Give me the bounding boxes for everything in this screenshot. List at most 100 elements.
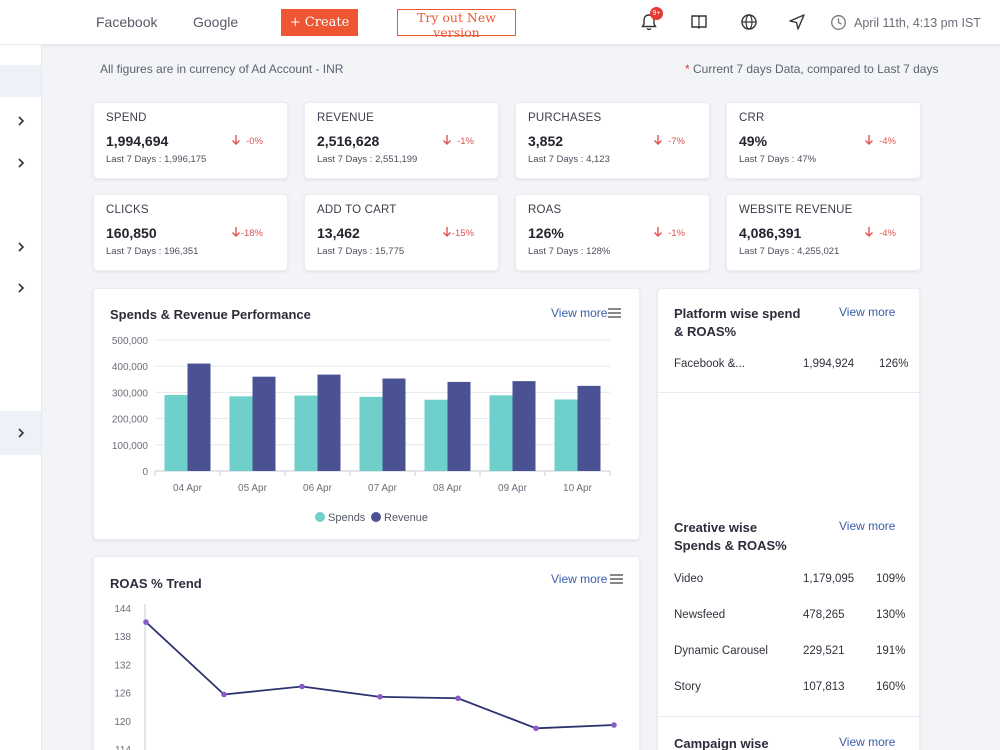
period-note-text: Current 7 days Data, compared to Last 7 …	[693, 62, 939, 76]
x-tick-label: 06 Apr	[303, 483, 333, 494]
x-tick-label: 10 Apr	[563, 483, 593, 494]
try-new-version-button[interactable]: Try out New version	[397, 9, 516, 40]
platform-roas: 126%	[879, 358, 909, 370]
roas-point[interactable]	[533, 725, 539, 732]
y-tick-label: 120	[114, 717, 131, 728]
roas-point[interactable]	[611, 722, 617, 728]
bar-spends[interactable]	[294, 395, 318, 471]
bar-spends[interactable]	[554, 399, 578, 471]
book-icon[interactable]	[689, 12, 709, 32]
y-tick-label: 138	[114, 632, 131, 643]
x-tick-label: 07 Apr	[368, 483, 398, 494]
bar-spends[interactable]	[424, 399, 448, 471]
y-tick-label: 400,000	[112, 362, 149, 373]
chevron-right-icon	[17, 283, 24, 293]
kpi-previous: Last 7 Days : 15,775	[317, 246, 405, 257]
sidebar-item-5[interactable]	[0, 411, 41, 455]
y-tick-label: 132	[114, 660, 131, 671]
sidebar-item-1[interactable]	[0, 105, 41, 137]
bar-revenue[interactable]	[187, 363, 211, 471]
bar-revenue[interactable]	[317, 374, 341, 471]
kpi-title: ADD TO CART	[317, 204, 397, 216]
bar-revenue[interactable]	[512, 381, 536, 471]
roas-point[interactable]	[455, 695, 461, 702]
kpi-title: PURCHASES	[528, 112, 602, 124]
y-tick-label: 300,000	[112, 388, 149, 399]
menu-icon[interactable]	[610, 574, 623, 584]
arrow-down-icon	[232, 135, 240, 145]
kpi-previous: Last 7 Days : 128%	[528, 246, 611, 257]
spends-revenue-title: Spends & Revenue Performance	[110, 307, 311, 322]
sidebar-item-3[interactable]	[0, 231, 41, 263]
creative-name: Story	[674, 681, 701, 693]
roas-point[interactable]	[143, 619, 149, 625]
bar-spends[interactable]	[229, 396, 253, 471]
kpi-change: -18%	[240, 228, 263, 239]
kpi-previous: Last 7 Days : 196,351	[106, 246, 199, 257]
create-button[interactable]: + Create	[281, 9, 358, 36]
platform-title-line2: & ROAS%	[674, 324, 737, 339]
kpi-card-crr: CRR 49% Last 7 Days : 47% -4%	[726, 102, 921, 179]
roas-view-more-link[interactable]: View more	[551, 572, 608, 586]
bar-revenue[interactable]	[252, 376, 276, 471]
bar-spends[interactable]	[164, 395, 188, 471]
navigation-arrow-icon[interactable]	[787, 12, 807, 32]
menu-icon[interactable]	[608, 308, 621, 318]
x-tick-label: 09 Apr	[498, 483, 528, 494]
nav-facebook[interactable]: Facebook	[96, 14, 158, 30]
creative-name: Newsfeed	[674, 609, 726, 621]
roas-trend-title: ROAS % Trend	[110, 576, 202, 591]
spends-view-more-link[interactable]: View more	[551, 306, 608, 320]
y-tick-label: 126	[114, 689, 131, 700]
creative-spend: 1,179,095	[803, 573, 855, 585]
legend-label-spends[interactable]: Spends	[328, 512, 366, 524]
bar-revenue[interactable]	[382, 378, 406, 471]
roas-point[interactable]	[377, 694, 383, 700]
legend-marker-revenue	[371, 512, 381, 522]
x-tick-label: 04 Apr	[173, 483, 203, 494]
creative-name: Video	[674, 573, 704, 585]
creative-title-line1: Creative wise	[674, 520, 758, 535]
roas-point[interactable]	[221, 691, 227, 698]
kpi-card-roas: ROAS 126% Last 7 Days : 128% -1%	[515, 194, 710, 271]
platform-view-more-link[interactable]: View more	[839, 305, 896, 319]
y-tick-label: 500,000	[112, 336, 149, 347]
arrow-down-icon	[443, 135, 451, 145]
kpi-change: -4%	[879, 228, 896, 239]
kpi-value: 3,852	[528, 133, 564, 149]
bar-revenue[interactable]	[577, 385, 601, 471]
platform-spend: 1,994,924	[803, 358, 855, 370]
kpi-change: -0%	[246, 136, 263, 147]
globe-icon[interactable]	[739, 12, 759, 32]
bar-spends[interactable]	[489, 395, 513, 471]
kpi-title: ROAS	[528, 204, 562, 216]
y-tick-label: 114	[115, 745, 131, 750]
kpi-previous: Last 7 Days : 47%	[739, 154, 817, 165]
arrow-down-icon	[865, 227, 873, 237]
roas-line-chart: 144 138 132 126 120 114	[114, 604, 617, 750]
roas-point[interactable]	[299, 683, 305, 690]
legend-label-revenue[interactable]: Revenue	[384, 512, 428, 524]
kpi-title: CRR	[739, 112, 765, 124]
sidebar-item-4[interactable]	[0, 272, 41, 304]
y-tick-label: 0	[142, 467, 148, 478]
sidebar-item-2[interactable]	[0, 147, 41, 179]
nav-google[interactable]: Google	[193, 14, 239, 30]
bar-spends[interactable]	[359, 396, 383, 471]
kpi-value: 1,994,694	[106, 133, 169, 149]
chevron-right-icon	[17, 428, 24, 438]
period-note: * Current 7 days Data, compared to Last …	[685, 62, 938, 76]
kpi-title: REVENUE	[317, 112, 374, 124]
chevron-right-icon	[17, 116, 24, 126]
campaign-view-more-link[interactable]: View more	[839, 735, 896, 749]
bar-revenue[interactable]	[447, 381, 471, 471]
creative-view-more-link[interactable]: View more	[839, 519, 896, 533]
current-datetime: April 11th, 4:13 pm IST	[854, 16, 981, 30]
sidebar-item-home[interactable]	[0, 65, 41, 97]
kpi-change: -15%	[451, 228, 474, 239]
kpi-change: -1%	[457, 136, 474, 147]
kpi-previous: Last 7 Days : 1,996,175	[106, 154, 207, 165]
chevron-right-icon	[17, 158, 24, 168]
notification-badge: 9+	[650, 7, 663, 20]
creative-spend: 229,521	[803, 645, 845, 657]
